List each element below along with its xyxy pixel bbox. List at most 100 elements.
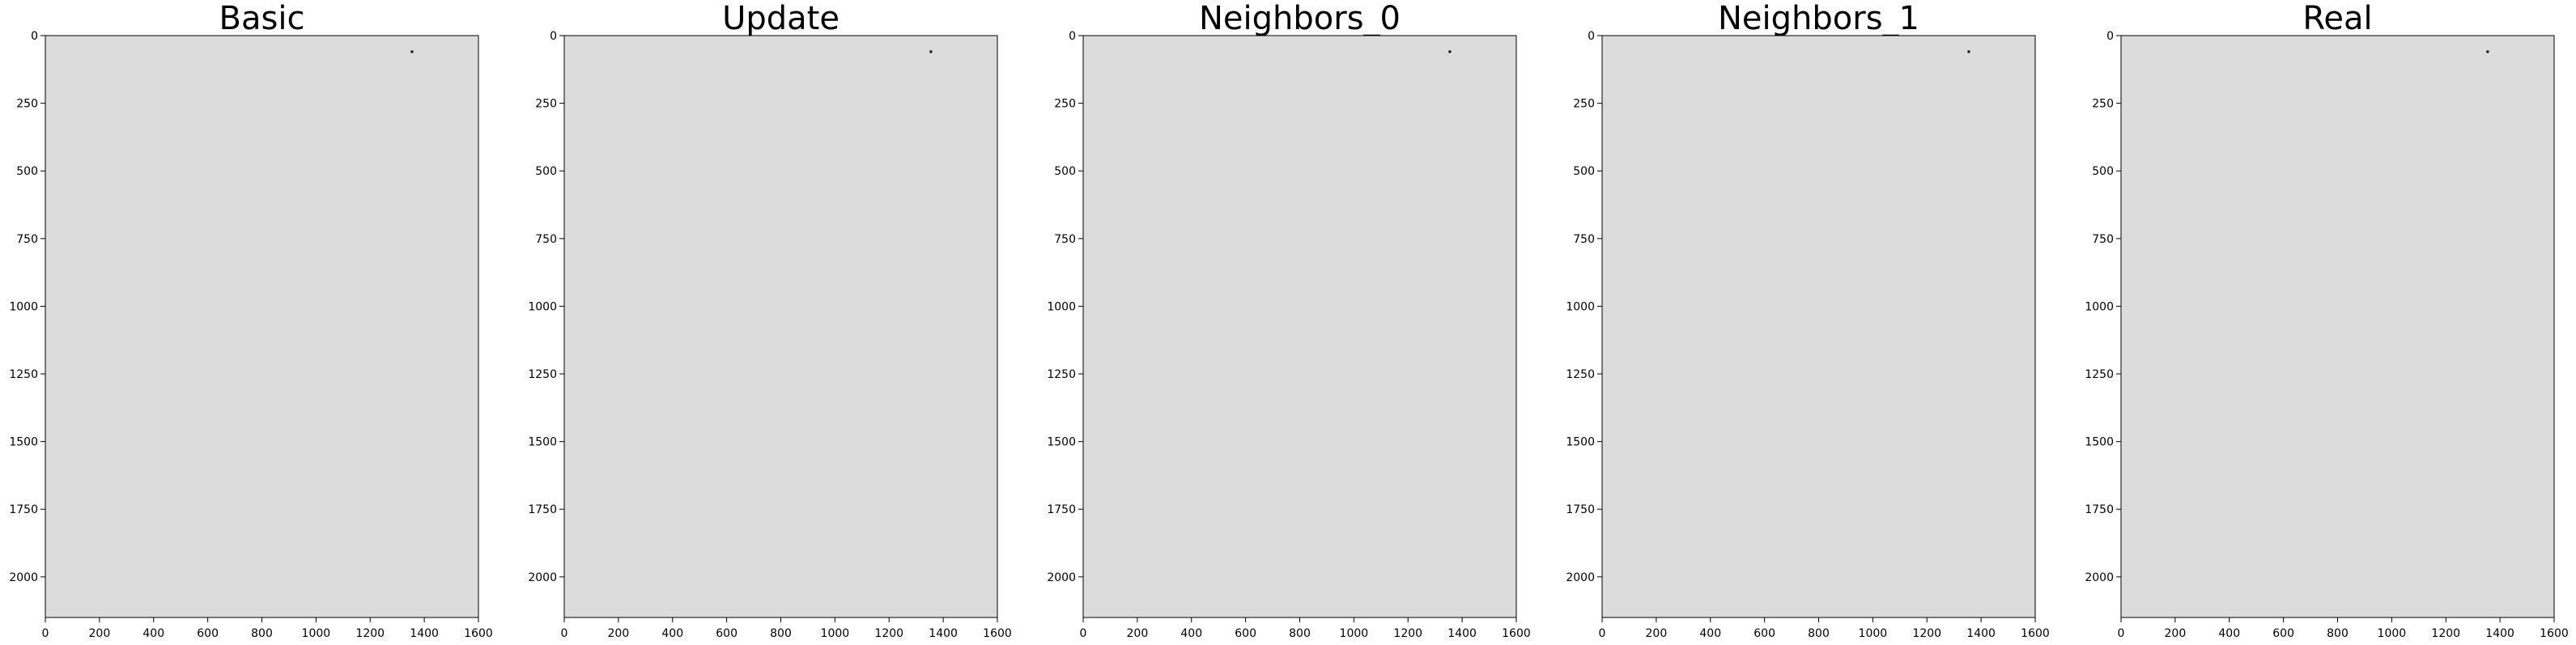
y-tick-label: 500 bbox=[535, 165, 557, 178]
x-tick-label: 800 bbox=[2327, 627, 2349, 640]
speck bbox=[1967, 50, 1970, 53]
y-tick-label: 0 bbox=[1069, 30, 1076, 43]
y-tick-label: 1750 bbox=[1047, 503, 1076, 516]
x-tick-label: 600 bbox=[1753, 627, 1775, 640]
y-tick-label: 1000 bbox=[1566, 300, 1595, 313]
x-tick-label: 0 bbox=[42, 627, 49, 640]
y-tick-label: 750 bbox=[2092, 233, 2114, 246]
x-tick-label: 1600 bbox=[1502, 627, 1531, 640]
y-tick-label: 1000 bbox=[528, 300, 557, 313]
x-tick-label: 1200 bbox=[355, 627, 385, 640]
y-tick-label: 750 bbox=[16, 233, 38, 246]
x-tick-label: 600 bbox=[197, 627, 219, 640]
y-tick-label: 750 bbox=[535, 233, 557, 246]
plot-background bbox=[45, 36, 478, 617]
subplot-title: Neighbors_0 bbox=[1199, 0, 1401, 37]
y-tick-label: 1000 bbox=[1047, 300, 1076, 313]
y-tick-label: 1000 bbox=[9, 300, 38, 313]
y-tick-label: 250 bbox=[1573, 98, 1595, 111]
subplot-3: Neighbors_1 0 200 400 600 800 1000 1200 1400 1600… bbox=[1566, 0, 2049, 640]
x-tick-label: 200 bbox=[2165, 627, 2187, 640]
y-tick-label: 1000 bbox=[2085, 300, 2114, 313]
subplot-1: Update 0 200 400 600 800 1000 1200 1400 1600 0 250 5… bbox=[528, 0, 1011, 640]
x-tick-label: 800 bbox=[770, 627, 792, 640]
plot-background bbox=[1602, 36, 2035, 617]
speck bbox=[2486, 50, 2489, 53]
y-tick-label: 250 bbox=[2092, 98, 2114, 111]
y-tick-label: 1750 bbox=[1566, 503, 1595, 516]
x-tick-label: 600 bbox=[1235, 627, 1256, 640]
x-tick-label: 400 bbox=[1699, 627, 1721, 640]
plot-background bbox=[564, 36, 997, 617]
x-tick-label: 1200 bbox=[874, 627, 903, 640]
plot-background bbox=[1083, 36, 1516, 617]
speck bbox=[929, 50, 933, 53]
y-tick-label: 1500 bbox=[9, 436, 38, 449]
x-tick-label: 800 bbox=[251, 627, 273, 640]
x-tick-label: 1200 bbox=[1393, 627, 1422, 640]
x-tick-label: 1000 bbox=[1340, 627, 1369, 640]
subplot-title: Update bbox=[722, 0, 840, 37]
x-tick-label: 0 bbox=[1080, 627, 1087, 640]
y-tick-label: 0 bbox=[31, 30, 38, 43]
x-tick-label: 600 bbox=[716, 627, 738, 640]
x-tick-label: 1200 bbox=[2431, 627, 2460, 640]
x-tick-label: 1000 bbox=[2378, 627, 2407, 640]
x-tick-label: 1400 bbox=[1447, 627, 1477, 640]
y-tick-label: 1500 bbox=[1047, 436, 1076, 449]
plot-background bbox=[2121, 36, 2554, 617]
y-tick-label: 1250 bbox=[9, 368, 38, 381]
y-tick-label: 2000 bbox=[2085, 571, 2114, 584]
subplot-4: Real 0 200 400 600 800 1000 1200 1400 1600 0 250 500… bbox=[2085, 0, 2568, 640]
x-tick-label: 1000 bbox=[821, 627, 850, 640]
x-tick-label: 0 bbox=[1599, 627, 1606, 640]
y-tick-label: 1250 bbox=[2085, 368, 2114, 381]
y-tick-label: 1500 bbox=[1566, 436, 1595, 449]
x-tick-label: 400 bbox=[2218, 627, 2240, 640]
y-tick-label: 1250 bbox=[1047, 368, 1076, 381]
x-tick-label: 600 bbox=[2272, 627, 2294, 640]
subplot-title: Basic bbox=[219, 0, 305, 37]
x-tick-label: 400 bbox=[661, 627, 683, 640]
x-tick-label: 800 bbox=[1289, 627, 1311, 640]
y-tick-label: 500 bbox=[2092, 165, 2114, 178]
x-tick-label: 1600 bbox=[2540, 627, 2569, 640]
y-tick-label: 1500 bbox=[2085, 436, 2114, 449]
x-tick-label: 0 bbox=[2118, 627, 2125, 640]
x-tick-label: 200 bbox=[1646, 627, 1668, 640]
speck bbox=[1448, 50, 1452, 53]
y-tick-label: 250 bbox=[16, 98, 38, 111]
y-tick-label: 0 bbox=[1588, 30, 1595, 43]
y-tick-label: 1750 bbox=[2085, 503, 2114, 516]
y-tick-label: 1250 bbox=[1566, 368, 1595, 381]
x-tick-label: 200 bbox=[1127, 627, 1149, 640]
y-tick-label: 1500 bbox=[528, 436, 557, 449]
x-tick-label: 0 bbox=[561, 627, 568, 640]
y-tick-label: 0 bbox=[2106, 30, 2114, 43]
y-tick-label: 250 bbox=[535, 98, 557, 111]
x-tick-label: 1600 bbox=[983, 627, 1012, 640]
x-tick-label: 1000 bbox=[302, 627, 331, 640]
x-tick-label: 1400 bbox=[410, 627, 439, 640]
subplot-2: Neighbors_0 0 200 400 600 800 1000 1200 1400 1600… bbox=[1047, 0, 1530, 640]
y-tick-label: 750 bbox=[1054, 233, 1076, 246]
x-tick-label: 1600 bbox=[464, 627, 493, 640]
speck bbox=[410, 50, 414, 53]
x-tick-label: 1400 bbox=[2485, 627, 2514, 640]
subplot-title: Real bbox=[2302, 0, 2372, 37]
x-tick-label: 200 bbox=[608, 627, 630, 640]
subplot-0: Basic 0 200 400 600 800 1000 1200 1400 1600 0 250 50… bbox=[9, 0, 492, 640]
y-tick-label: 500 bbox=[1573, 165, 1595, 178]
y-tick-label: 250 bbox=[1054, 98, 1076, 111]
y-tick-label: 0 bbox=[550, 30, 557, 43]
x-tick-label: 400 bbox=[1180, 627, 1202, 640]
y-tick-label: 2000 bbox=[9, 571, 38, 584]
x-tick-label: 1200 bbox=[1912, 627, 1941, 640]
x-tick-label: 1400 bbox=[929, 627, 958, 640]
y-tick-label: 1750 bbox=[528, 503, 557, 516]
x-tick-label: 800 bbox=[1808, 627, 1830, 640]
x-tick-label: 400 bbox=[142, 627, 164, 640]
x-tick-label: 200 bbox=[89, 627, 111, 640]
y-tick-label: 750 bbox=[1573, 233, 1595, 246]
